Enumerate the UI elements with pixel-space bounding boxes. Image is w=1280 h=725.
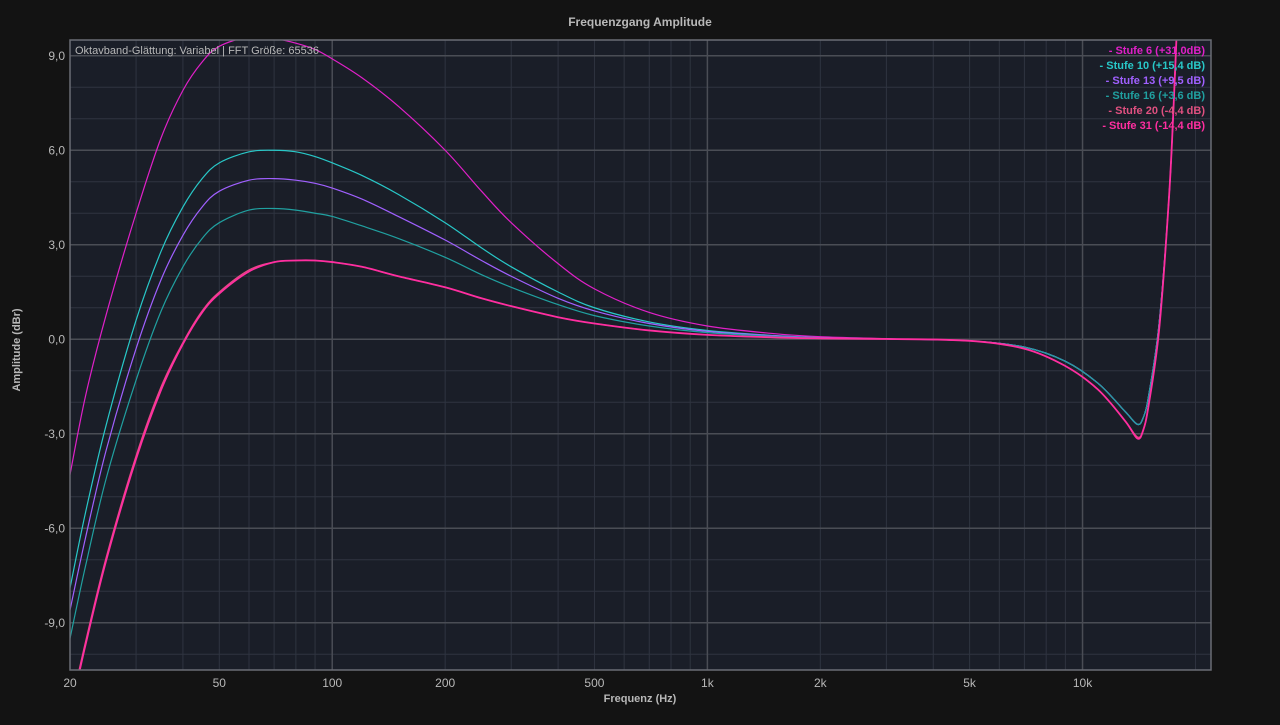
x-axis-label: Frequenz (Hz) — [604, 693, 677, 705]
y-tick-label: 6,0 — [48, 143, 65, 157]
legend-entry: - Stufe 10 (+15,4 dB) — [1100, 60, 1206, 72]
info-text: Oktavband-Glättung: Variabel | FFT Größe… — [75, 45, 319, 57]
minor-gridlines — [70, 40, 1211, 670]
series-line — [78, 40, 1178, 670]
plot-area — [70, 40, 1211, 670]
x-tick-label: 100 — [322, 676, 342, 690]
y-tick-label: 3,0 — [48, 238, 65, 252]
legend-entry: - Stufe 13 (+9,5 dB) — [1106, 75, 1206, 87]
x-tick-label: 2k — [814, 676, 828, 690]
chart-title: Frequenzgang Amplitude — [568, 15, 712, 29]
x-tick-label: 50 — [213, 676, 227, 690]
y-tick-labels: 9,0 6,0 3,0 0,0 -3,0 -6,0 -9,0 — [44, 49, 65, 630]
x-tick-label: 500 — [584, 676, 604, 690]
x-tick-label: 200 — [435, 676, 455, 690]
legend-entry: - Stufe 31 (-14,4 dB) — [1102, 120, 1205, 132]
series-layer — [70, 40, 1178, 670]
legend-entry: - Stufe 6 (+31,0dB) — [1109, 45, 1206, 57]
x-tick-label: 5k — [963, 676, 977, 690]
y-tick-label: 0,0 — [48, 332, 65, 346]
legend-entry: - Stufe 16 (+3,6 dB) — [1106, 90, 1206, 102]
y-tick-label: -9,0 — [44, 616, 65, 630]
y-axis-label: Amplitude (dBr) — [11, 308, 23, 391]
x-tick-label: 20 — [63, 676, 77, 690]
legend: - Stufe 6 (+31,0dB) - Stufe 10 (+15,4 dB)… — [1100, 45, 1206, 132]
plot-frame — [69, 39, 1212, 671]
legend-entry: - Stufe 20 (-4,4 dB) — [1108, 105, 1205, 117]
x-tick-label: 10k — [1073, 676, 1093, 690]
x-tick-labels: 20 50 100 200 500 1k 2k 5k 10k — [63, 676, 1093, 690]
y-tick-label: 9,0 — [48, 49, 65, 63]
series-line — [70, 40, 1177, 639]
y-tick-label: -3,0 — [44, 427, 65, 441]
x-tick-label: 1k — [701, 676, 715, 690]
y-tick-label: -6,0 — [44, 521, 65, 535]
